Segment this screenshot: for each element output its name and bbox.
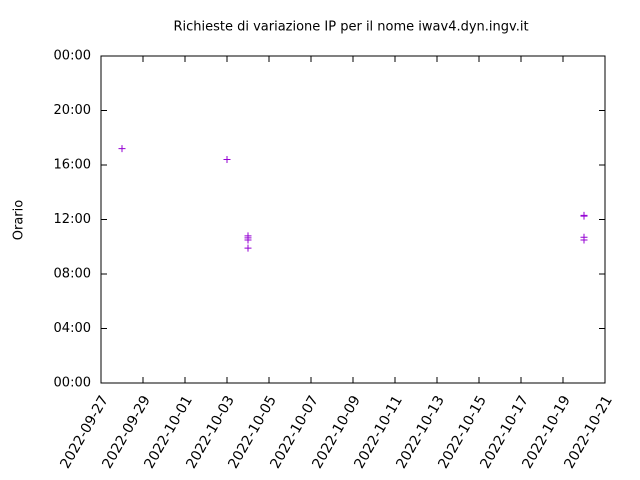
point bbox=[580, 236, 588, 244]
y-tick-label: 08:00 bbox=[54, 267, 91, 282]
y-tick-label: 04:00 bbox=[54, 321, 91, 336]
point bbox=[244, 244, 252, 252]
y-tick-label: 16:00 bbox=[54, 158, 91, 173]
chart-title: Richieste di variazione IP per il nome i… bbox=[173, 20, 528, 35]
y-tick-label: 00:00 bbox=[54, 49, 91, 64]
y-tick-label: 00:00 bbox=[54, 376, 91, 391]
y-tick-label: 20:00 bbox=[54, 103, 91, 118]
point bbox=[244, 236, 252, 244]
point bbox=[580, 212, 588, 220]
y-axis-label: Orario bbox=[12, 200, 27, 241]
y-tick-label: 12:00 bbox=[54, 212, 91, 227]
point bbox=[118, 145, 126, 153]
point bbox=[223, 156, 231, 164]
plot-border bbox=[100, 55, 606, 384]
